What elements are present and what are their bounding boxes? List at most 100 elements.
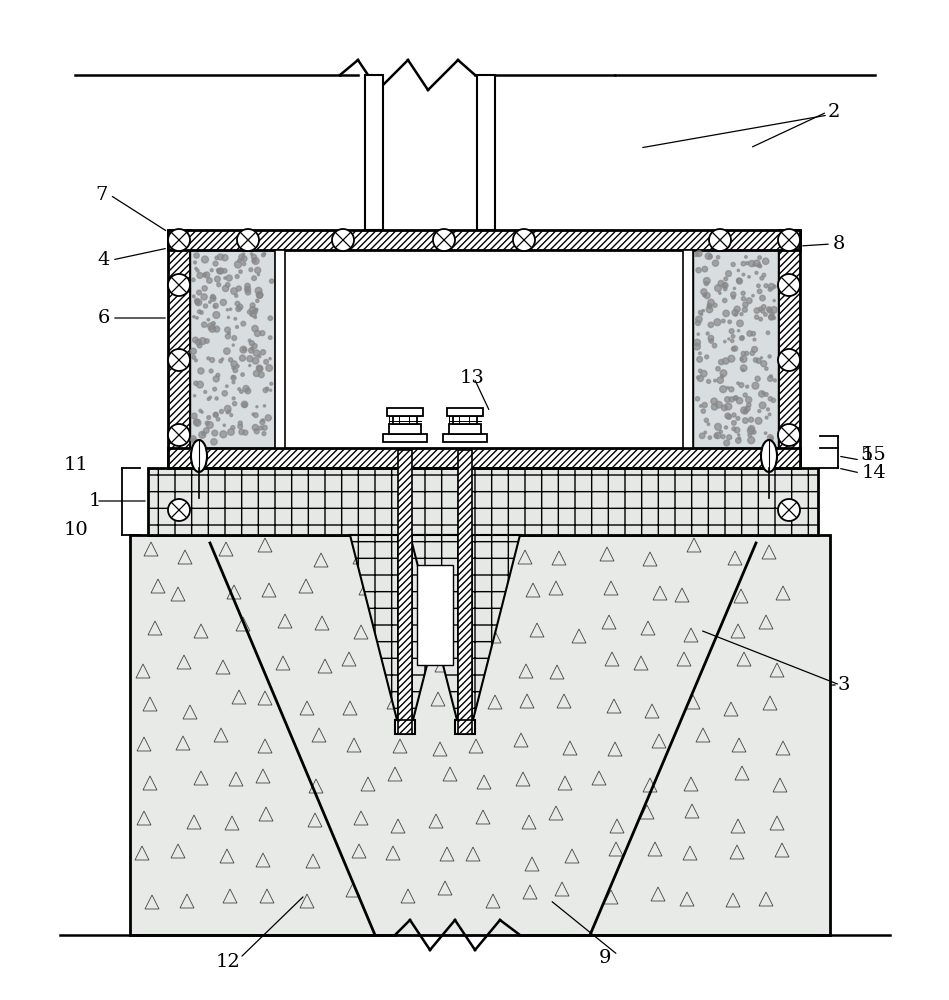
Circle shape <box>216 269 220 272</box>
Circle shape <box>750 351 754 355</box>
Circle shape <box>260 331 265 336</box>
Circle shape <box>764 432 767 434</box>
Circle shape <box>196 269 199 272</box>
Circle shape <box>214 261 218 266</box>
Circle shape <box>770 437 773 440</box>
Circle shape <box>746 397 752 403</box>
Circle shape <box>211 294 215 299</box>
Circle shape <box>753 264 755 266</box>
Circle shape <box>253 370 259 377</box>
Circle shape <box>696 397 699 401</box>
Circle shape <box>734 287 735 290</box>
Circle shape <box>207 398 210 400</box>
Circle shape <box>706 332 709 335</box>
Circle shape <box>231 288 237 294</box>
Bar <box>398 450 412 720</box>
Circle shape <box>268 316 272 320</box>
Circle shape <box>219 409 224 414</box>
Bar <box>683 250 693 448</box>
Circle shape <box>214 412 218 417</box>
Circle shape <box>732 421 736 425</box>
Circle shape <box>168 274 190 296</box>
Circle shape <box>243 348 246 351</box>
Circle shape <box>247 356 253 362</box>
Circle shape <box>749 260 754 267</box>
Circle shape <box>702 293 706 297</box>
Circle shape <box>264 359 269 364</box>
Circle shape <box>263 388 268 393</box>
Circle shape <box>241 401 248 408</box>
Circle shape <box>194 419 201 426</box>
Circle shape <box>224 405 231 412</box>
Circle shape <box>731 292 735 297</box>
Circle shape <box>191 348 196 354</box>
Bar <box>477 75 495 230</box>
Circle shape <box>735 438 741 443</box>
Circle shape <box>772 398 775 402</box>
Circle shape <box>195 300 200 305</box>
Circle shape <box>199 338 206 345</box>
Circle shape <box>732 335 735 338</box>
Circle shape <box>242 403 247 407</box>
Circle shape <box>209 369 213 373</box>
Circle shape <box>755 271 758 274</box>
Circle shape <box>270 382 272 385</box>
Circle shape <box>718 280 724 286</box>
Circle shape <box>193 295 195 298</box>
Circle shape <box>717 377 723 383</box>
Circle shape <box>724 426 728 429</box>
Circle shape <box>248 310 251 314</box>
Circle shape <box>708 304 712 309</box>
Circle shape <box>748 437 754 444</box>
Circle shape <box>705 253 712 259</box>
Circle shape <box>752 294 754 297</box>
Circle shape <box>754 315 759 319</box>
Circle shape <box>694 339 700 346</box>
Circle shape <box>220 431 227 438</box>
Circle shape <box>708 322 714 328</box>
Circle shape <box>762 273 766 277</box>
Circle shape <box>754 260 760 266</box>
Circle shape <box>718 292 721 294</box>
Circle shape <box>201 294 207 300</box>
Circle shape <box>736 320 743 327</box>
Circle shape <box>217 268 224 274</box>
Circle shape <box>737 269 739 272</box>
Circle shape <box>226 412 229 414</box>
Circle shape <box>733 346 737 351</box>
Circle shape <box>193 337 198 343</box>
Circle shape <box>700 370 707 377</box>
Circle shape <box>760 357 762 359</box>
Circle shape <box>751 331 755 336</box>
Circle shape <box>203 273 207 277</box>
Circle shape <box>255 299 259 302</box>
Circle shape <box>221 358 224 360</box>
Circle shape <box>713 343 716 348</box>
Circle shape <box>764 393 768 396</box>
Circle shape <box>251 413 254 416</box>
Circle shape <box>703 294 706 296</box>
Circle shape <box>213 312 220 318</box>
Bar <box>389 424 421 434</box>
Circle shape <box>232 366 235 369</box>
Circle shape <box>222 269 227 273</box>
Text: 6: 6 <box>98 309 110 327</box>
Text: 15: 15 <box>862 446 886 464</box>
Circle shape <box>716 367 720 371</box>
Circle shape <box>734 396 737 400</box>
Circle shape <box>724 277 728 281</box>
Circle shape <box>229 358 233 362</box>
Circle shape <box>227 309 229 311</box>
Text: 8: 8 <box>833 235 846 253</box>
Circle shape <box>704 431 707 434</box>
Circle shape <box>332 229 354 251</box>
Circle shape <box>202 432 205 436</box>
Circle shape <box>168 349 190 371</box>
Circle shape <box>752 346 757 352</box>
Circle shape <box>433 229 455 251</box>
Circle shape <box>197 273 203 278</box>
Bar <box>458 450 472 720</box>
Circle shape <box>760 295 765 301</box>
Circle shape <box>195 339 201 345</box>
Circle shape <box>767 408 770 411</box>
